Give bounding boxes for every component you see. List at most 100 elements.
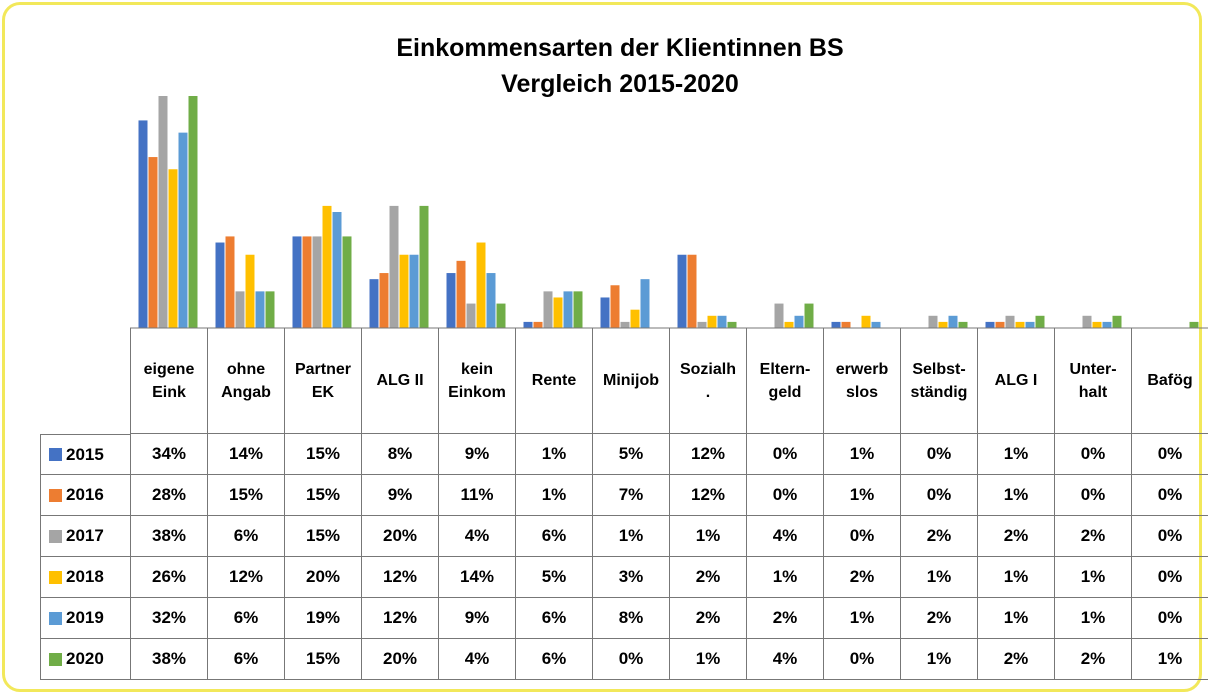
bar [188,96,198,328]
legend-key [49,448,62,461]
legend-label: 2020 [66,649,104,668]
bar [255,291,265,328]
bar [697,321,707,328]
legend-key [49,652,62,666]
value-label: 4% [746,639,823,680]
value-label: 38% [130,639,207,680]
value-label: 9% [438,598,515,639]
bar [265,291,275,328]
value-label: 20% [361,516,438,557]
value-label: 12% [669,434,746,475]
category-label: ALG II [361,328,438,434]
value-label: 0% [1131,434,1208,475]
value-label: 2% [1054,516,1131,557]
bar [399,254,409,328]
category-label: eigene Eink [130,328,207,434]
legend-label: 2018 [66,567,104,586]
bar [379,273,389,328]
value-label: 14% [438,557,515,598]
legend-entry: 2018 [40,557,130,598]
bar [871,321,881,328]
value-label: 28% [130,475,207,516]
value-label: 0% [592,639,669,680]
bar [794,315,804,328]
bar [225,236,235,328]
value-label: 1% [823,434,900,475]
category-label: ohne Angab [207,328,284,434]
value-label: 2% [1054,639,1131,680]
bar [1102,321,1112,328]
bar [985,321,995,328]
value-label: 4% [746,516,823,557]
bar [148,157,158,328]
value-label: 32% [130,598,207,639]
value-label: 6% [207,516,284,557]
value-label: 15% [284,639,361,680]
value-label: 0% [1054,475,1131,516]
value-label: 6% [515,639,592,680]
category-label: Sozialh. [669,328,746,434]
value-label: 6% [515,598,592,639]
value-label: 38% [130,516,207,557]
bar [1092,321,1102,328]
value-label: 2% [900,516,977,557]
bar [600,297,610,328]
bar [543,291,553,328]
legend-label: 2017 [66,526,104,545]
bar [841,321,851,328]
value-label: 8% [592,598,669,639]
value-label: 12% [361,557,438,598]
bar [168,169,178,328]
legend-entry: 2019 [40,598,130,639]
value-label: 5% [592,434,669,475]
chart-title: Einkommensarten der Klientinnen BS [396,34,843,62]
value-label: 1% [1054,557,1131,598]
value-label: 12% [207,557,284,598]
bar [332,212,342,328]
value-label: 2% [977,639,1054,680]
bar [610,285,620,328]
bar [727,321,737,328]
bar [245,254,255,328]
legend-label: 2016 [66,485,104,504]
legend-entry: 2015 [40,434,130,475]
value-label: 1% [1131,639,1208,680]
value-label: 0% [1054,434,1131,475]
category-label: Minijob [592,328,669,434]
value-label: 1% [977,598,1054,639]
category-label: Selbst-ständig [900,328,977,434]
bar [1015,321,1025,328]
value-label: 1% [592,516,669,557]
value-label: 0% [1131,516,1208,557]
value-label: 3% [592,557,669,598]
value-label: 2% [900,598,977,639]
value-label: 1% [1054,598,1131,639]
bar [717,315,727,328]
bar [1005,315,1015,328]
bar [369,279,379,328]
value-label: 1% [823,598,900,639]
value-label: 7% [592,475,669,516]
bar [302,236,312,328]
value-label: 26% [130,557,207,598]
legend-entry: 2017 [40,516,130,557]
value-label: 1% [669,639,746,680]
category-label: erwerbslos [823,328,900,434]
bar [1189,321,1199,328]
value-label: 2% [669,557,746,598]
bar [496,303,506,328]
category-label: Bafög [1131,328,1208,434]
bar [342,236,352,328]
value-label: 0% [900,434,977,475]
legend-key [49,488,62,502]
value-label: 12% [669,475,746,516]
bar [677,254,687,328]
value-label: 0% [823,639,900,680]
bar [861,315,871,328]
bar [466,303,476,328]
value-label: 1% [977,557,1054,598]
value-label: 12% [361,598,438,639]
bar [774,303,784,328]
bar [928,315,938,328]
